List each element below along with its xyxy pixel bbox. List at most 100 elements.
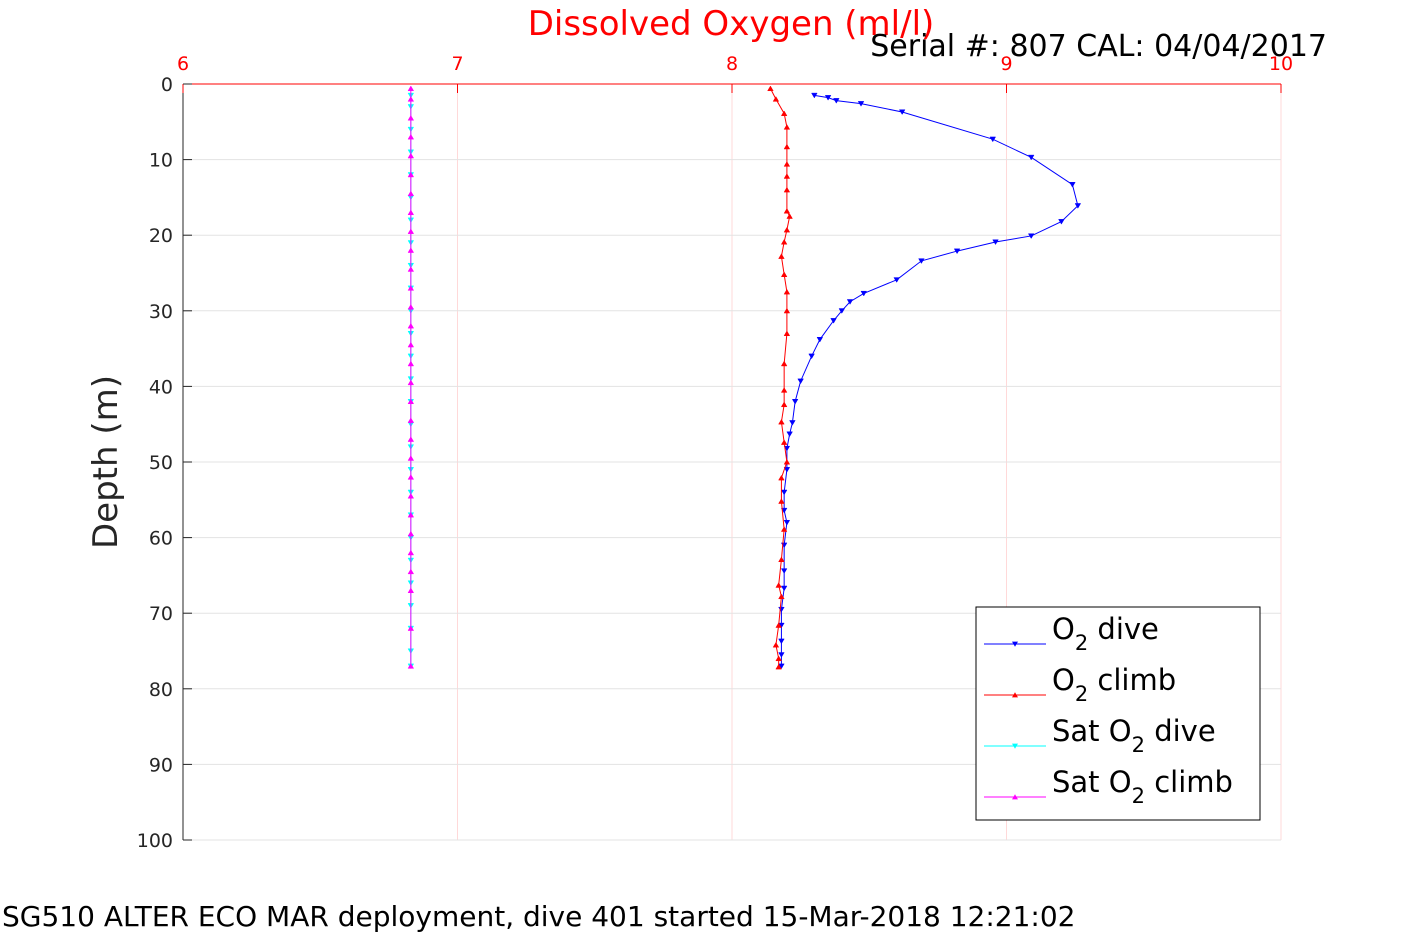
data-point bbox=[775, 655, 782, 662]
data-point bbox=[407, 474, 415, 480]
data-point bbox=[783, 173, 791, 179]
y-tick-label: 80 bbox=[149, 679, 173, 701]
legend-label: Sat O2 dive bbox=[1052, 714, 1216, 757]
data-point bbox=[775, 582, 782, 588]
data-point bbox=[780, 387, 788, 393]
data-point bbox=[407, 209, 415, 216]
data-point bbox=[407, 322, 415, 329]
axes bbox=[182, 83, 1282, 841]
x-tick-label: 6 bbox=[177, 53, 189, 75]
y-tick-label: 30 bbox=[149, 301, 173, 323]
data-point bbox=[778, 498, 785, 504]
data-point bbox=[780, 110, 788, 116]
data-point bbox=[407, 587, 415, 594]
data-point bbox=[783, 207, 791, 214]
data-point bbox=[1027, 233, 1035, 239]
data-point bbox=[778, 652, 785, 658]
data-point bbox=[407, 360, 415, 367]
data-point bbox=[778, 606, 785, 613]
data-point bbox=[407, 493, 415, 499]
x-tick-label: 10 bbox=[1269, 53, 1293, 75]
legend-item: O2 climb bbox=[984, 663, 1176, 706]
data-point bbox=[783, 458, 791, 465]
data-point bbox=[830, 318, 837, 324]
legend-item: Sat O2 dive bbox=[984, 714, 1216, 757]
data-point bbox=[833, 98, 840, 104]
data-point bbox=[816, 337, 824, 343]
legend-label: O2 dive bbox=[1052, 612, 1159, 655]
data-point bbox=[992, 239, 999, 246]
legend-marker bbox=[1012, 641, 1018, 647]
data-point bbox=[775, 663, 782, 670]
y-axis-label: Depth (m) bbox=[86, 375, 126, 549]
series-2 bbox=[767, 85, 793, 670]
grid-lines bbox=[182, 83, 1282, 841]
data-point bbox=[407, 549, 415, 556]
data-point bbox=[407, 228, 415, 234]
data-point bbox=[893, 277, 900, 283]
data-point bbox=[797, 378, 804, 385]
data-point bbox=[407, 568, 415, 575]
data-point bbox=[407, 133, 415, 140]
y-tick-label: 50 bbox=[149, 452, 173, 474]
data-point bbox=[780, 585, 788, 592]
data-point bbox=[918, 258, 925, 264]
data-point bbox=[775, 622, 782, 628]
data-point bbox=[780, 489, 788, 496]
legend-item: O2 dive bbox=[984, 612, 1159, 655]
data-point bbox=[778, 474, 785, 481]
legend-label: Sat O2 climb bbox=[1052, 765, 1233, 808]
legend-box bbox=[975, 606, 1261, 821]
data-point bbox=[767, 85, 774, 92]
data-series bbox=[407, 85, 1082, 670]
data-point bbox=[780, 271, 788, 278]
data-point bbox=[838, 308, 846, 314]
data-point bbox=[772, 641, 780, 648]
data-point bbox=[778, 638, 785, 645]
data-point bbox=[407, 398, 415, 405]
data-point bbox=[783, 124, 791, 130]
data-point bbox=[780, 439, 788, 445]
data-point bbox=[1069, 182, 1076, 188]
data-point bbox=[407, 304, 415, 310]
data-point bbox=[407, 663, 415, 669]
data-point bbox=[783, 288, 791, 295]
y-tick-label: 60 bbox=[149, 528, 173, 550]
data-point bbox=[857, 101, 865, 107]
data-point bbox=[789, 420, 796, 426]
data-point bbox=[407, 85, 415, 92]
data-point bbox=[407, 152, 415, 159]
y-tick-label: 20 bbox=[149, 225, 173, 247]
data-point bbox=[772, 96, 780, 102]
data-point bbox=[780, 360, 788, 367]
data-point bbox=[1027, 154, 1035, 161]
data-point bbox=[407, 625, 415, 631]
y-tick-label: 10 bbox=[149, 150, 173, 172]
data-point bbox=[811, 92, 818, 99]
data-point bbox=[780, 568, 788, 574]
data-point bbox=[407, 436, 415, 442]
y-tick-label: 100 bbox=[137, 830, 173, 852]
x-tick-labels: 6 7 8 9 10 bbox=[177, 53, 1293, 75]
data-point bbox=[824, 95, 832, 101]
data-point bbox=[407, 379, 415, 386]
data-point bbox=[953, 248, 961, 255]
y-tick-labels: 0 10 20 30 40 50 60 70 80 90 100 bbox=[137, 74, 173, 852]
footer-caption: SG510 ALTER ECO MAR deployment, dive 401… bbox=[2, 900, 1076, 933]
legend: O2 dive O2 climb Sat O2 dive Sat O2 climb bbox=[975, 606, 1261, 821]
data-point bbox=[407, 417, 415, 423]
serial-label: Serial #: 807 CAL: 04/04/2017 bbox=[870, 29, 1327, 64]
data-point bbox=[989, 136, 997, 143]
y-tick-label: 90 bbox=[149, 754, 173, 776]
data-point bbox=[783, 161, 791, 167]
data-point bbox=[778, 593, 785, 600]
data-point bbox=[407, 247, 415, 253]
x-tick-label: 7 bbox=[451, 53, 463, 75]
data-point bbox=[783, 226, 791, 233]
data-point bbox=[860, 290, 867, 297]
x-tick-label: 9 bbox=[1000, 53, 1012, 75]
data-point bbox=[780, 401, 788, 408]
legend-marker bbox=[1012, 743, 1018, 749]
x-tick-label: 8 bbox=[726, 53, 738, 75]
